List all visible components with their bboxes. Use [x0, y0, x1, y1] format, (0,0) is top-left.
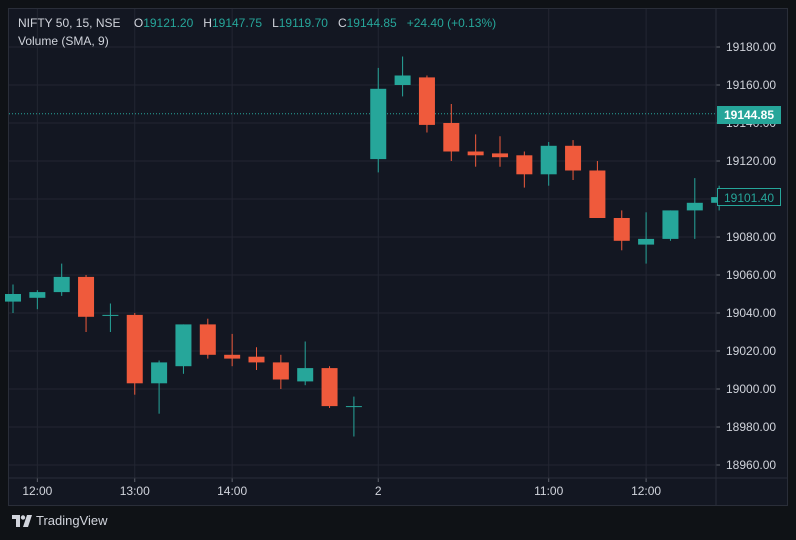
candle-body: [613, 218, 630, 241]
candle-body: [248, 356, 265, 363]
y-tick-label: 19120.00: [726, 154, 776, 168]
candle-body: [370, 88, 387, 160]
x-tick-label: 12:00: [631, 484, 661, 498]
candle-body: [175, 324, 192, 367]
close-label: C: [337, 16, 347, 30]
candle-body: [272, 362, 289, 380]
candle-body: [53, 276, 70, 293]
candle-body: [102, 314, 119, 316]
y-tick-label: 19160.00: [726, 78, 776, 92]
y-tick-label: 19020.00: [726, 344, 776, 358]
y-tick-label: 18960.00: [726, 458, 776, 472]
candle-body: [589, 170, 606, 218]
candle-body: [638, 238, 655, 245]
symbol-label[interactable]: NIFTY 50, 15, NSE: [18, 16, 121, 30]
change-value: +24.40 (+0.13%): [406, 16, 497, 30]
y-tick-label: 19040.00: [726, 306, 776, 320]
y-tick-label: 19080.00: [726, 230, 776, 244]
low-label: L: [272, 16, 279, 30]
candle-body: [321, 368, 338, 407]
open-label: O: [133, 16, 144, 30]
candle-body: [199, 324, 216, 355]
candle-body: [29, 292, 46, 298]
x-tick-label: 12:00: [22, 484, 52, 498]
y-tick-label: 18980.00: [726, 420, 776, 434]
candle-body: [394, 75, 411, 85]
brand-name: TradingView: [36, 513, 108, 528]
candle-body: [565, 145, 582, 171]
candle-body: [224, 354, 241, 359]
x-tick-label: 11:00: [534, 484, 563, 498]
y-tick-label: 19180.00: [726, 40, 776, 54]
candle-body: [686, 202, 703, 211]
candle-body: [467, 151, 484, 156]
x-tick-label: 2: [375, 484, 382, 498]
tradingview-icon: [12, 514, 32, 527]
x-tick-label: 14:00: [217, 484, 247, 498]
high-label: H: [203, 16, 212, 30]
x-tick-label: 13:00: [120, 484, 150, 498]
candle-body: [151, 362, 168, 384]
ohlc-legend: NIFTY 50, 15, NSE O19121.20 H19147.75 L1…: [18, 16, 496, 30]
candle-body: [418, 77, 435, 125]
candle-body: [126, 314, 143, 384]
volume-indicator-label[interactable]: Volume (SMA, 9): [18, 34, 109, 48]
candle-body: [443, 123, 460, 152]
candle-body: [78, 276, 95, 317]
low-value: 19119.70: [278, 16, 328, 30]
chart-pane[interactable]: [8, 8, 788, 506]
y-tick-label: 19060.00: [726, 268, 776, 282]
candle-body: [5, 294, 21, 302]
candle-body: [540, 145, 557, 175]
y-tick-label: 19000.00: [726, 382, 776, 396]
tradingview-logo[interactable]: TradingView: [12, 513, 108, 528]
candle-body: [516, 155, 533, 175]
close-value: 19144.85: [346, 16, 397, 30]
candle-body: [297, 368, 314, 382]
high-value: 19147.75: [211, 16, 263, 30]
candle-body: [662, 210, 679, 239]
open-value: 19121.20: [143, 16, 194, 30]
last-price-tag: 19144.85: [717, 106, 781, 124]
candle-body: [492, 153, 508, 158]
candle-body: [345, 406, 362, 408]
current-price-tag: 19101.40: [717, 188, 781, 206]
